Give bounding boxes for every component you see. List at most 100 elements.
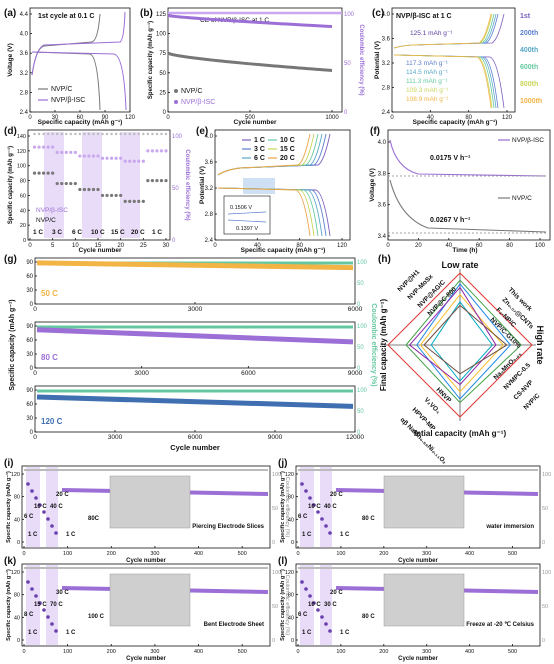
y-tick-label: 90 [26,388,33,394]
y-axis-label: Potential (V) [199,166,206,204]
panel-letter: (l) [278,556,287,567]
y-tick-label: 2.4 [382,110,391,116]
rate-point [50,622,54,626]
nvpc-point [155,178,159,183]
rate-band [26,467,40,547]
capacity-label: 114.5 mAh g⁻¹ [406,69,449,76]
y-tick-label: 4.4 [20,12,29,18]
x-tick-label: 0 [33,370,37,377]
radar-polygon [416,282,512,400]
rate-point [324,622,328,626]
rate-point [26,580,30,584]
cycle-label: 400th [520,47,538,54]
x-tick-label: 400 [465,649,474,655]
x-tick-label: 80 [506,243,513,249]
x-axis-label: Cycle number [170,443,220,452]
x-tick-label: 400 [194,551,203,557]
ce-point [96,132,100,136]
ce-point [92,132,95,136]
isc-point [123,159,127,163]
x-axis-label: Specific capacity (mAh g⁻¹) [413,119,498,126]
y2-axis-label: Coulombic efficiency (%) [284,575,290,636]
y-tick-label: 60 [26,274,33,280]
y-tick-label: 40 [288,615,294,621]
ce-point [65,132,68,136]
rate-point [34,594,38,598]
y-tick-label: 3.4 [378,234,387,240]
y-tick-label: 80 [20,179,26,185]
zoom-box [243,178,275,194]
legend-label: NVP/C [36,217,56,224]
nvpc-point [37,171,41,175]
rate-point [304,489,308,493]
ce-point [60,132,63,136]
rate-label: 20 C [56,492,69,498]
y2-tick-label: 100 [344,12,355,18]
x-tick-label: 300 [150,649,159,655]
x-tick-label: 200 [107,649,116,655]
x-axis-label: Specific capacity (mAh g⁻¹) [241,247,326,254]
x-tick-label: 25 [140,243,147,249]
y2-axis-label: Coulombic efficiency (%) [184,149,190,220]
legend-label: NVP/β-ISC [181,99,215,106]
nvpc-point [100,193,105,198]
rate-band [46,467,58,547]
y-tick-label: 2.8 [382,86,391,92]
rate-label: 15 C [34,602,47,608]
rate-label: 70 C [50,602,63,608]
y-tick-label: 0 [30,302,34,308]
x-tick-label: 1000 [325,115,339,121]
radar-label: NVP/C [522,392,541,411]
discharge-curve [217,187,327,237]
panel-note: NVP/β-ISC at 1 C [396,13,452,20]
ce-point [133,132,136,136]
y-tick-label: 4.0 [205,134,214,140]
x-tick-label: 60 [476,243,483,249]
y-tick-label: 140 [17,134,26,140]
isc-point [82,154,86,158]
rate-label: 8 C [24,612,34,618]
y-tick-label: 100 [17,164,26,170]
rate-label: 120 C [41,417,63,426]
x-tick-label: 0 [28,115,32,121]
y-tick-label: 100 [156,32,167,38]
y-tick-label: 2.8 [205,212,214,218]
discharge-curve [217,187,315,237]
y-tick-label: 120 [285,472,294,478]
photo-inset [109,573,191,627]
panel-letter: (d) [4,126,17,137]
ce-point [128,132,131,136]
rate-label: 6 C [24,514,34,520]
y-tick-label: 80 [14,593,20,599]
panel-d-frame [27,129,171,241]
isc-point [42,145,46,149]
x-tick-label: 400 [465,551,474,557]
x-tick-label: 60 [77,115,84,121]
x-tick-label: 0 [22,551,25,557]
x-tick-label: 500 [238,649,247,655]
x-axis-label: Time (h) [452,247,477,254]
y-tick-label: 2.4 [205,238,214,244]
y-tick-label: 60 [26,402,33,408]
ce-point [74,132,77,136]
rate-band [26,565,40,645]
discharge-curve [393,54,495,109]
x-tick-label: 6000 [348,306,363,313]
y2-tick-label: 50 [272,506,278,512]
discharge-curve [217,187,331,237]
isc-point [164,149,168,153]
nvpc-point [96,187,100,192]
y-axis-label: Voltage (V) [369,168,376,201]
panel-g-frame [34,385,356,433]
ce-point [164,132,168,136]
rate-label: 1 C [340,630,350,636]
nvpc-point [64,181,68,186]
y-tick-label: 60 [20,193,26,199]
capacity-band [36,260,354,271]
y2-tick-label: 50 [172,186,179,192]
rate-band [320,467,332,547]
rate-point [38,503,42,507]
y2-tick-label: 0 [272,638,275,644]
rate-band [46,565,58,645]
ce-point [87,132,91,136]
